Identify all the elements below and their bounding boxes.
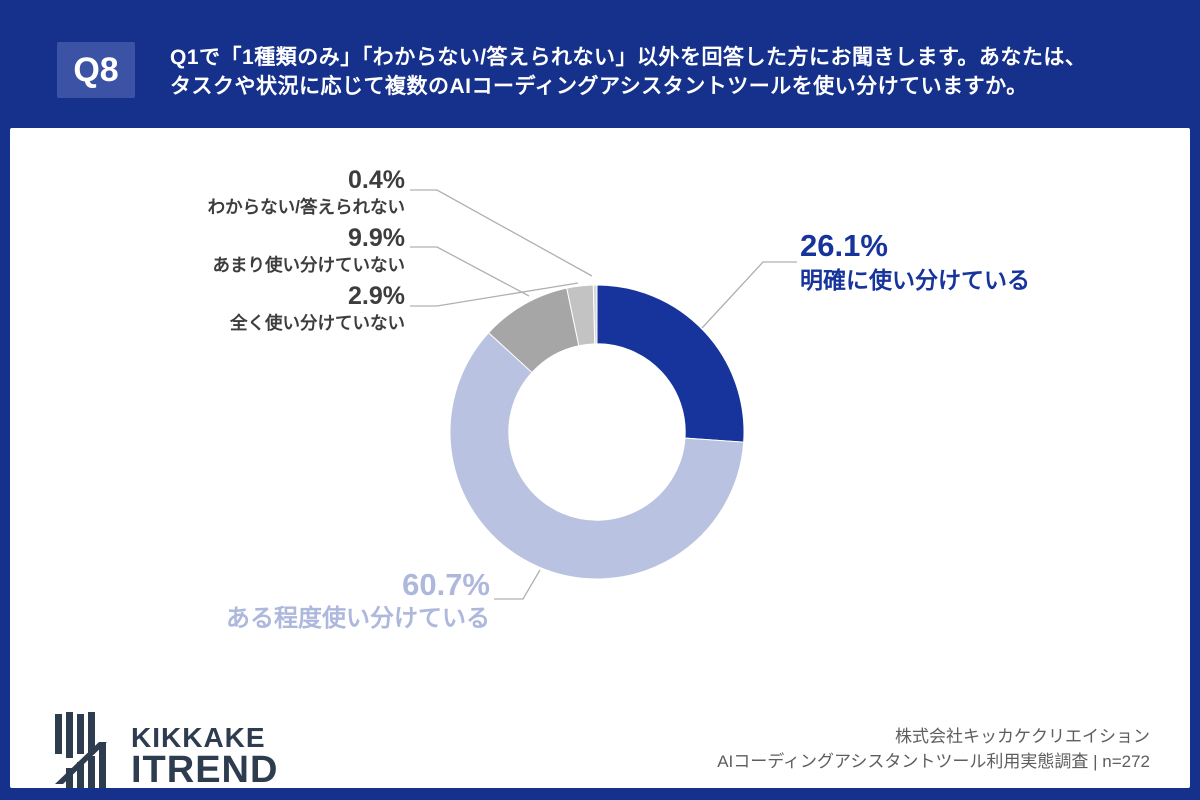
- callout-somewhat-pct: 60.7%: [402, 567, 490, 602]
- question-number: Q8: [73, 50, 119, 89]
- donut-segment-4: [592, 284, 598, 345]
- callout-somewhat-label: ある程度使い分けている: [226, 604, 490, 632]
- survey-credit: 株式会社キッカケクリエイション AIコーディングアシスタントツール利用実態調査 …: [717, 724, 1150, 774]
- logo-line2: ITREND: [131, 748, 279, 791]
- callout-definitely-label: 明確に使い分けている: [800, 266, 1030, 293]
- callout-not-much-label: あまり使い分けていない: [212, 254, 406, 275]
- callout-somewhat: 60.7% ある程度使い分けている: [226, 567, 490, 632]
- callout-not-at-all-pct: 2.9%: [348, 282, 405, 310]
- callout-dont-know-label: わからない/答えられない: [207, 196, 405, 217]
- donut-segment-1: [449, 332, 745, 580]
- callout-not-much: 9.9% あまり使い分けていない: [213, 224, 406, 275]
- question-text-line2: タスクや状況に応じて複数のAIコーディングアシスタントツールを使い分けていますか…: [170, 75, 1028, 98]
- chart-card: [10, 128, 1190, 788]
- kikkake-trend-logo: KIKKAKE ITREND: [55, 712, 279, 791]
- callout-not-at-all-label: 全く使い分けていない: [230, 312, 405, 333]
- callout-dont-know-pct: 0.4%: [348, 166, 405, 194]
- credit-company: 株式会社キッカケクリエイション: [895, 727, 1150, 746]
- callout-definitely-pct: 26.1%: [800, 228, 888, 263]
- logo-text: KIKKAKE ITREND: [131, 722, 279, 791]
- donut-segment-0: [596, 284, 745, 443]
- credit-survey: AIコーディングアシスタントツール利用実態調査 | n=272: [717, 752, 1150, 771]
- question-number-badge: Q8: [57, 42, 135, 98]
- callout-not-much-pct: 9.9%: [348, 224, 405, 252]
- donut-chart: [449, 284, 745, 580]
- callout-not-at-all: 2.9% 全く使い分けていない: [230, 282, 405, 333]
- callout-dont-know: 0.4% わからない/答えられない: [208, 166, 405, 217]
- question-text: Q1で「1種類のみ」「わからない/答えられない」以外を回答した方にお聞きします。…: [170, 43, 1160, 101]
- question-text-line1: Q1で「1種類のみ」「わからない/答えられない」以外を回答した方にお聞きします。…: [170, 46, 1087, 69]
- kikkake-logo-mark-icon: [55, 712, 107, 788]
- logo-line1: KIKKAKE: [131, 722, 266, 754]
- callout-definitely: 26.1% 明確に使い分けている: [800, 228, 1030, 293]
